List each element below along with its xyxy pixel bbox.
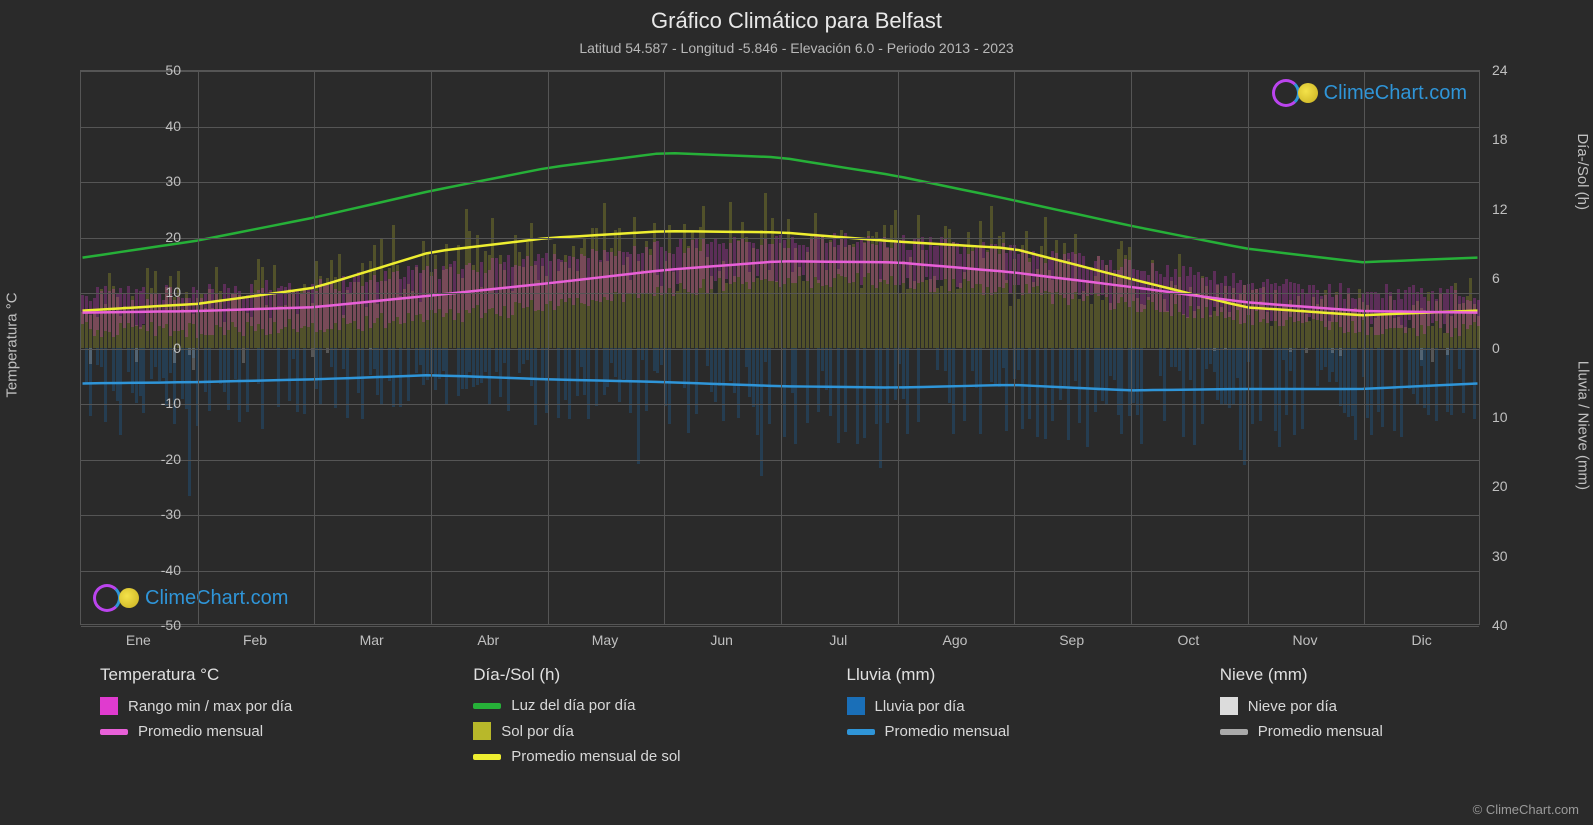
legend-label: Promedio mensual <box>138 723 263 740</box>
xtick-month: Dic <box>1412 632 1432 648</box>
legend-label: Lluvia por día <box>875 698 965 715</box>
ytick-left: -10 <box>141 395 181 411</box>
legend-item: Sol por día <box>473 722 806 740</box>
legend-item: Promedio mensual <box>100 723 433 740</box>
line-overlay <box>81 71 1479 624</box>
ytick-right-mm: 10 <box>1492 409 1532 425</box>
legend-item: Rango min / max por día <box>100 697 433 715</box>
ytick-left: -40 <box>141 562 181 578</box>
legend-item: Promedio mensual de sol <box>473 748 806 765</box>
xtick-month: Sep <box>1059 632 1084 648</box>
ytick-left: 40 <box>141 118 181 134</box>
y-axis-label-right-bottom: Lluvia / Nieve (mm) <box>1575 361 1592 490</box>
xtick-month: Abr <box>477 632 499 648</box>
swatch-line <box>473 703 501 709</box>
legend-item: Promedio mensual <box>1220 723 1553 740</box>
legend: Temperatura °C Rango min / max por día P… <box>100 665 1553 773</box>
xtick-month: Mar <box>360 632 384 648</box>
legend-col-rain: Lluvia (mm) Lluvia por día Promedio mens… <box>847 665 1180 773</box>
ytick-right-hours: 6 <box>1492 270 1532 286</box>
xtick-month: Feb <box>243 632 267 648</box>
y-axis-label-right-top: Día-/Sol (h) <box>1575 133 1592 210</box>
swatch-box <box>847 697 865 715</box>
swatch-line <box>100 729 128 735</box>
ytick-right-hours: 0 <box>1492 340 1532 356</box>
swatch-box <box>100 697 118 715</box>
legend-label: Nieve por día <box>1248 698 1337 715</box>
ytick-left: 30 <box>141 173 181 189</box>
legend-heading: Lluvia (mm) <box>847 665 1180 685</box>
ytick-right-hours: 18 <box>1492 131 1532 147</box>
xtick-month: Nov <box>1293 632 1318 648</box>
legend-item: Nieve por día <box>1220 697 1553 715</box>
xtick-month: May <box>592 632 618 648</box>
legend-col-daylight: Día-/Sol (h) Luz del día por día Sol por… <box>473 665 806 773</box>
ytick-left: -30 <box>141 506 181 522</box>
xtick-month: Ene <box>126 632 151 648</box>
swatch-box <box>1220 697 1238 715</box>
legend-label: Luz del día por día <box>511 697 635 714</box>
swatch-line <box>847 729 875 735</box>
legend-col-temp: Temperatura °C Rango min / max por día P… <box>100 665 433 773</box>
climate-chart: Gráfico Climático para Belfast Latitud 5… <box>0 0 1593 825</box>
legend-heading: Temperatura °C <box>100 665 433 685</box>
ytick-left: 20 <box>141 229 181 245</box>
legend-label: Promedio mensual <box>1258 723 1383 740</box>
ytick-right-hours: 24 <box>1492 62 1532 78</box>
legend-item: Luz del día por día <box>473 697 806 714</box>
legend-heading: Nieve (mm) <box>1220 665 1553 685</box>
copyright: © ClimeChart.com <box>1473 802 1579 817</box>
swatch-line <box>473 754 501 760</box>
plot-area: ClimeChart.com ClimeChart.com <box>80 70 1480 625</box>
legend-label: Promedio mensual de sol <box>511 748 680 765</box>
ytick-left: 10 <box>141 284 181 300</box>
swatch-line <box>1220 729 1248 735</box>
legend-heading: Día-/Sol (h) <box>473 665 806 685</box>
chart-title: Gráfico Climático para Belfast <box>0 0 1593 34</box>
y-axis-label-left: Temperatura °C <box>4 292 21 397</box>
ytick-right-hours: 12 <box>1492 201 1532 217</box>
ytick-left: -50 <box>141 617 181 633</box>
legend-label: Promedio mensual <box>885 723 1010 740</box>
legend-label: Rango min / max por día <box>128 698 292 715</box>
ytick-left: 50 <box>141 62 181 78</box>
ytick-right-mm: 30 <box>1492 548 1532 564</box>
ytick-left: 0 <box>141 340 181 356</box>
ytick-right-mm: 40 <box>1492 617 1532 633</box>
xtick-month: Ago <box>943 632 968 648</box>
legend-label: Sol por día <box>501 723 574 740</box>
swatch-box <box>473 722 491 740</box>
xtick-month: Jul <box>829 632 847 648</box>
legend-col-snow: Nieve (mm) Nieve por día Promedio mensua… <box>1220 665 1553 773</box>
ytick-right-mm: 20 <box>1492 478 1532 494</box>
chart-subtitle: Latitud 54.587 - Longitud -5.846 - Eleva… <box>0 34 1593 56</box>
xtick-month: Oct <box>1177 632 1199 648</box>
xtick-month: Jun <box>710 632 733 648</box>
legend-item: Lluvia por día <box>847 697 1180 715</box>
legend-item: Promedio mensual <box>847 723 1180 740</box>
ytick-left: -20 <box>141 451 181 467</box>
